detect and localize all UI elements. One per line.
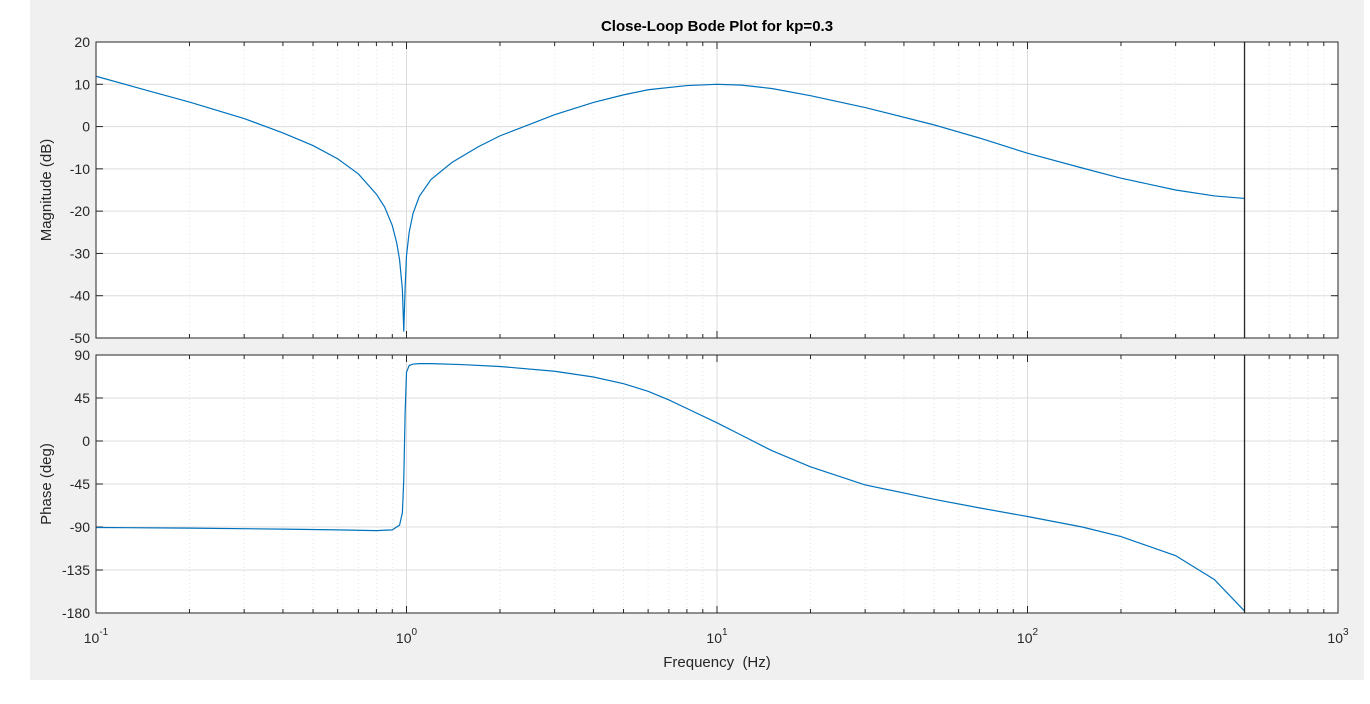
y-tick-label: 20	[74, 34, 90, 50]
frequency-x-tick-labels: 10-1 100 101 102 103	[84, 627, 1349, 646]
y-tick-label: -40	[70, 288, 90, 304]
phase-axes-frame	[95, 354, 1339, 614]
magnitude-axes: -50 -40 -30 -20 -10 0 10 20 Close-Loop Bode Plo…	[38, 18, 1339, 346]
phase-axes: -180 -135 -90 -45 0 45 90 10-1 100 101 102 103 Pha…	[38, 347, 1349, 671]
phase-y-tick-labels: -180 -135 -90 -45 0 45 90	[62, 347, 90, 621]
y-tick-label: -90	[70, 519, 90, 535]
y-tick-label: -180	[62, 605, 90, 621]
y-tick-label: -135	[62, 562, 90, 578]
y-tick-label: 0	[82, 119, 90, 135]
magnitude-curve	[95, 75, 1245, 332]
magnitude-y-axis-label: Magnitude (dB)	[38, 139, 55, 242]
magnitude-y-tick-labels: -50 -40 -30 -20 -10 0 10 20	[70, 34, 90, 346]
y-tick-label: -50	[70, 330, 90, 346]
y-tick-label: 45	[74, 390, 90, 406]
x-tick-label: 103	[1327, 627, 1349, 646]
x-tick-label: 101	[706, 627, 728, 646]
chart-title: Close-Loop Bode Plot for kp=0.3	[601, 18, 833, 35]
phase-curve	[95, 363, 1245, 612]
y-tick-label: -10	[70, 161, 90, 177]
y-tick-label: -20	[70, 203, 90, 219]
x-tick-label: 10-1	[84, 627, 109, 646]
y-tick-label: -45	[70, 476, 90, 492]
frequency-x-axis-label: Frequency (Hz)	[663, 654, 771, 671]
x-tick-label: 102	[1017, 627, 1039, 646]
y-tick-label: 10	[74, 76, 90, 92]
magnitude-axes-frame	[95, 41, 1339, 339]
y-tick-label: 0	[82, 433, 90, 449]
phase-y-axis-label: Phase (deg)	[38, 443, 55, 525]
x-tick-label: 100	[396, 627, 418, 646]
y-tick-label: 90	[74, 347, 90, 363]
y-tick-label: -30	[70, 245, 90, 261]
